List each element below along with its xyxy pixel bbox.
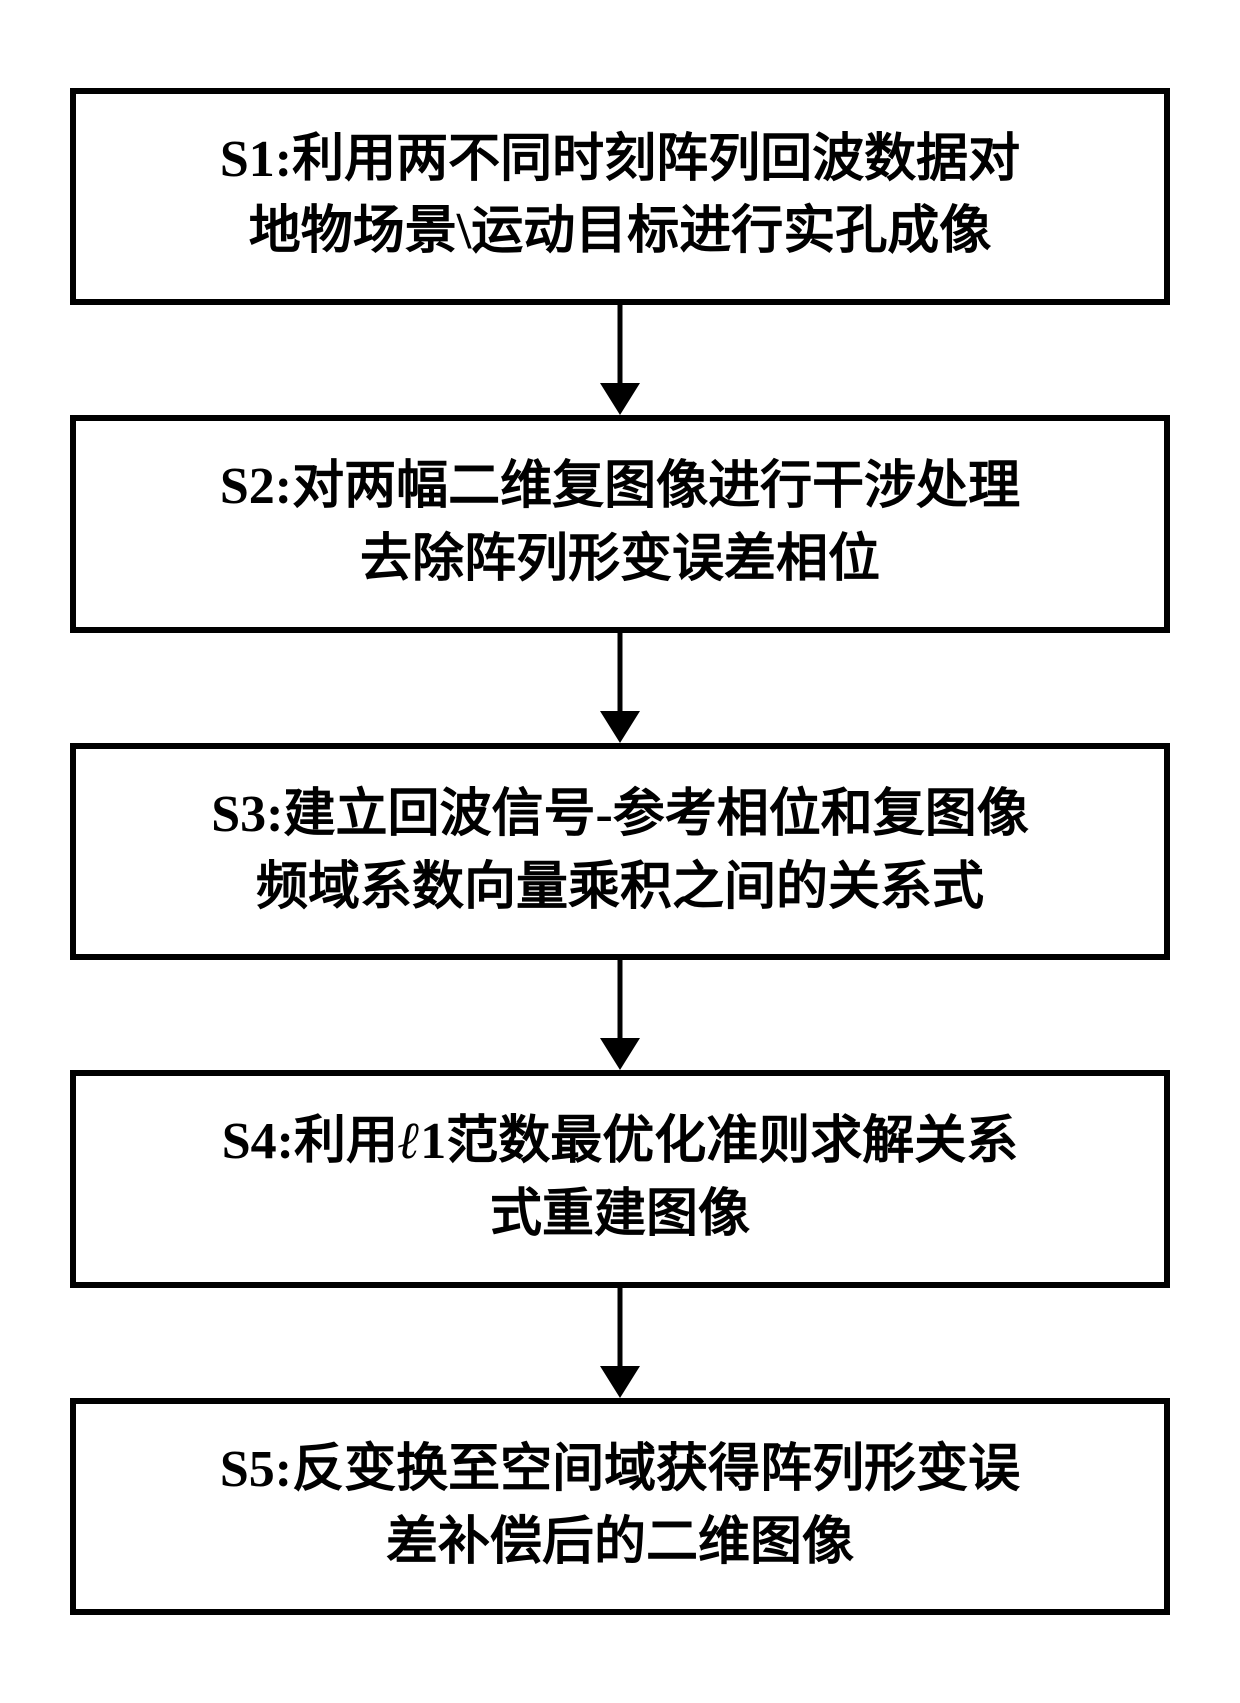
flowchart-container: S1:利用两不同时刻阵列回波数据对 地物场景\运动目标进行实孔成像 S2:对两幅… [70, 88, 1170, 1616]
step-s2-label: S2:对两幅二维复图像进行干涉处理 [220, 458, 1020, 515]
step-s4-line2: 式重建图像 [490, 1186, 750, 1243]
arrow-2 [595, 633, 645, 743]
step-s5-label: S5:反变换至空间域获得阵列形变误 [220, 1441, 1020, 1498]
step-s1-label: S1:利用两不同时刻阵列回波数据对 [220, 131, 1020, 188]
step-s1-box: S1:利用两不同时刻阵列回波数据对 地物场景\运动目标进行实孔成像 [70, 88, 1170, 306]
step-s3-box: S3:建立回波信号-参考相位和复图像 频域系数向量乘积之间的关系式 [70, 743, 1170, 961]
step-s3-label: S3:建立回波信号-参考相位和复图像 [211, 786, 1029, 843]
arrow-down-icon [595, 960, 645, 1070]
arrow-down-icon [595, 305, 645, 415]
step-s3-line2: 频域系数向量乘积之间的关系式 [256, 859, 984, 916]
arrow-1 [595, 305, 645, 415]
step-s4-box: S4:利用ℓ1范数最优化准则求解关系 式重建图像 [70, 1070, 1170, 1288]
arrow-3 [595, 960, 645, 1070]
arrow-down-icon [595, 1288, 645, 1398]
arrow-down-icon [595, 633, 645, 743]
step-s2-line2: 去除阵列形变误差相位 [360, 531, 880, 588]
step-s4-label: S4:利用ℓ1范数最优化准则求解关系 [222, 1113, 1019, 1170]
step-s1-line2: 地物场景\运动目标进行实孔成像 [249, 203, 991, 260]
step-s5-line2: 差补偿后的二维图像 [386, 1514, 854, 1571]
arrow-4 [595, 1288, 645, 1398]
step-s5-box: S5:反变换至空间域获得阵列形变误 差补偿后的二维图像 [70, 1398, 1170, 1616]
step-s2-box: S2:对两幅二维复图像进行干涉处理 去除阵列形变误差相位 [70, 415, 1170, 633]
